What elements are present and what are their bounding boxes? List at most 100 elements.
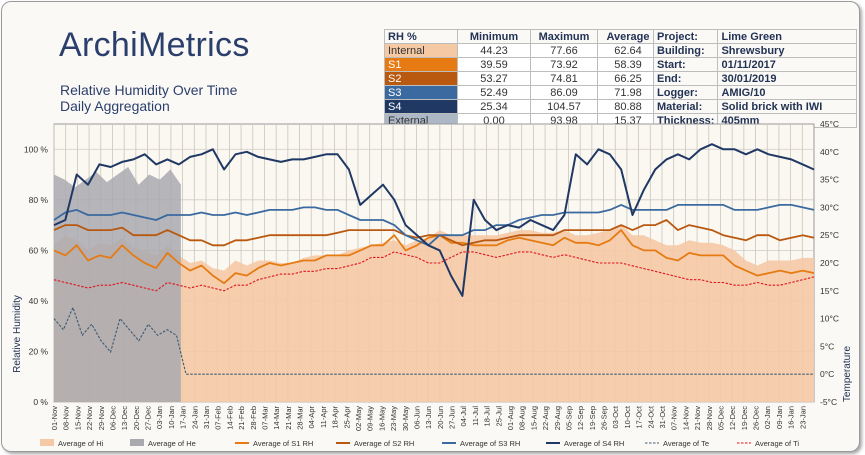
y-right-tick-label: 35°C [820, 175, 839, 185]
stats-cell-max: 73.92 [530, 57, 598, 72]
x-tick-label: 02-May [354, 406, 363, 431]
meta-key: Building: [652, 43, 719, 58]
legend-label: Average of S1 RH [253, 439, 313, 448]
x-tick-label: 14-Mar [272, 406, 281, 430]
legend-label: Average of S2 RH [354, 439, 414, 448]
chart-series [53, 143, 815, 402]
stats-row-label: S3 [384, 85, 458, 100]
y-left-tick-label: 60 % [29, 245, 49, 255]
x-tick-label: 06-Dec [108, 406, 117, 430]
stats-row-label: S1 [384, 57, 458, 72]
legend-label: Average of Hi [58, 439, 104, 448]
series-4-line [53, 204, 815, 247]
meta-row: Project: Lime Green [652, 29, 858, 44]
x-tick-label: 07-Mar [260, 406, 269, 430]
y-right-tick-label: 0°C [820, 369, 834, 379]
x-tick-label: 03-Jan [155, 406, 164, 429]
stats-row-label: Internal [384, 43, 458, 58]
meta-key: End: [652, 71, 719, 86]
stats-cell-max: 77.66 [530, 43, 598, 58]
y-right-tick-label: 25°C [820, 230, 839, 240]
series-0-area [54, 225, 814, 402]
y-right-tick-label: -5°C [820, 397, 837, 407]
x-tick-label: 15-Aug [529, 406, 538, 430]
legend-label: Average of Ti [755, 439, 799, 448]
stats-cell-avg: 71.98 [597, 85, 659, 100]
y-left-tick-label: 80 % [29, 195, 49, 205]
x-tick-label: 03-Oct [611, 405, 620, 428]
meta-value: Lime Green [717, 29, 858, 44]
meta-row: Building: Shrewsbury [652, 43, 858, 58]
x-tick-label: 30-May [401, 406, 410, 431]
y-right-tick-label: 45°C [820, 119, 839, 129]
series-6-line [53, 305, 814, 375]
x-tick-label: 26-Dec [752, 406, 761, 430]
chart-axes: 0 % 20 % 40 % 60 % 80 % 100 % -5°C 0°C 5°C 10°C 15… [12, 119, 853, 431]
stats-header-maximum: Maximum [530, 29, 598, 44]
meta-value: AMIG/10 [717, 85, 858, 100]
stats-header-minimum: Minimum [457, 29, 531, 44]
meta-value: 01/11/2017 [717, 57, 858, 72]
x-tick-label: 15-Nov [73, 406, 82, 430]
stats-header-label: RH % [384, 29, 458, 44]
x-tick-label: 05-Sep [564, 406, 573, 430]
x-tick-label: 11-Jul [471, 406, 480, 426]
stats-cell-avg: 62.64 [597, 43, 659, 58]
x-tick-label: 02-Jan [763, 406, 772, 429]
x-tick-label: 23-May [389, 406, 398, 431]
meta-key: Logger: [652, 85, 719, 100]
x-tick-label: 29-Nov [97, 406, 106, 430]
x-tick-label: 17-Oct [635, 405, 644, 428]
x-tick-label: 27-Dec [144, 406, 153, 430]
legend-label: Average of S4 RH [564, 439, 624, 448]
meta-row: Start: 01/11/2017 [652, 57, 858, 72]
x-tick-label: 18-Apr [331, 406, 340, 429]
meta-key: Start: [652, 57, 719, 72]
x-tick-label: 31-Oct [658, 405, 667, 428]
y-right-axis-title: Temperature [842, 345, 853, 402]
stats-cell-avg: 66.25 [597, 71, 659, 86]
x-tick-label: 14-Nov [681, 406, 690, 430]
stats-row: S2 53.27 74.81 66.25 [384, 71, 659, 86]
x-tick-label: 05-Dec [716, 406, 725, 430]
stats-cell-min: 39.59 [457, 57, 531, 72]
y-right-tick-label: 40°C [820, 147, 839, 157]
chart-subtitle-line-1: Relative Humidity Over Time [60, 82, 238, 98]
y-left-tick-label: 40 % [29, 296, 49, 306]
humidity-chart: 0 % 20 % 40 % 60 % 80 % 100 % -5°C 0°C 5°C 10°C 15… [12, 119, 853, 448]
y-left-tick-label: 100 % [24, 144, 49, 154]
y-left-tick-label: 20 % [29, 346, 49, 356]
x-tick-label: 16-Jan [787, 406, 796, 429]
brand-logo: ArchiMetrics [59, 26, 250, 64]
y-right-tick-label: 5°C [820, 341, 834, 351]
stats-cell-min: 44.23 [457, 43, 531, 58]
x-tick-label: 12-Dec [728, 406, 737, 430]
x-tick-label: 22-Aug [541, 406, 550, 430]
x-tick-label: 09-May [366, 406, 375, 431]
x-tick-label: 25-Apr [342, 406, 351, 429]
series-3-line [53, 219, 815, 247]
x-tick-label: 17-Jan [179, 406, 188, 429]
stats-row: Internal 44.23 77.66 62.64 [384, 43, 659, 58]
x-tick-label: 21-Nov [693, 406, 702, 430]
x-tick-label: 01-Aug [506, 406, 515, 430]
x-tick-label: 08-Aug [518, 406, 527, 430]
x-tick-label: 21-Mar [284, 406, 293, 430]
stats-cell-min: 53.27 [457, 71, 531, 86]
x-tick-label: 26-Sep [600, 406, 609, 430]
x-tick-label: 09-Jan [775, 406, 784, 429]
stats-cell-avg: 58.39 [597, 57, 659, 72]
x-tick-label: 16-May [377, 406, 386, 431]
series-5-line [53, 143, 815, 297]
y-right-tick-label: 20°C [820, 258, 839, 268]
x-tick-label: 28-Nov [705, 406, 714, 430]
meta-row: Logger: AMIG/10 [652, 85, 858, 100]
x-tick-label: 14-Feb [225, 406, 234, 430]
stats-cell-avg: 80.88 [597, 99, 659, 114]
x-tick-label: 22-Nov [85, 406, 94, 430]
x-tick-label: 28-Feb [249, 406, 258, 430]
x-tick-label: 07-Nov [670, 406, 679, 430]
y-right-tick-label: 10°C [820, 314, 839, 324]
stats-row-label: S2 [384, 71, 458, 86]
stats-header-average: Average [597, 29, 659, 44]
